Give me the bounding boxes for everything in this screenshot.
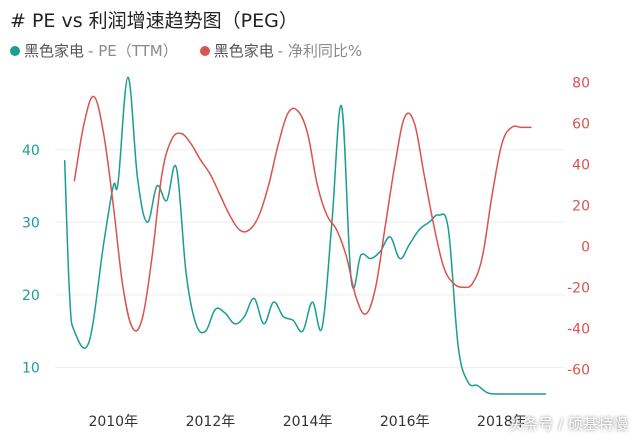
right-tick-label-3: 0 (581, 239, 590, 255)
legend-item-profit[interactable]: 黑色家电 - 净利同比% (199, 40, 363, 61)
x-tick-label-2: 2014年 (283, 414, 333, 430)
x-tick-label-4: 2018年 (477, 414, 527, 430)
x-tick-label-1: 2012年 (186, 414, 236, 430)
right-tick-label-2: -20 (567, 280, 590, 296)
left-tick-label-2: 30 (22, 215, 40, 231)
legend-dot-pe (10, 45, 20, 56)
x-tick-label-0: 2010年 (88, 414, 138, 430)
legend-name-profit: 黑色家电 (213, 42, 274, 60)
legend: 黑色家电 - PE（TTM） 黑色家电 - 净利同比% (10, 40, 362, 61)
legend-metric-profit: - 净利同比% (277, 42, 363, 60)
legend-dot-profit (199, 45, 210, 56)
legend-metric-pe: - PE（TTM） (88, 42, 178, 60)
left-tick-label-1: 20 (22, 288, 40, 304)
right-tick-label-4: 20 (572, 198, 590, 214)
watermark: 头条号 / 硕基特慢 (508, 415, 628, 433)
right-tick-label-7: 80 (572, 75, 590, 91)
legend-name-pe: 黑色家电 (24, 42, 85, 60)
legend-item-pe[interactable]: 黑色家电 - PE（TTM） (10, 40, 178, 61)
left-tick-label-3: 40 (22, 143, 40, 159)
chart-title: # PE vs 利润增速趋势图（PEG） (10, 10, 298, 32)
x-tick-label-3: 2016年 (380, 414, 430, 430)
right-tick-label-5: 40 (572, 157, 590, 173)
right-tick-label-1: -40 (567, 321, 590, 337)
right-tick-label-0: -60 (567, 362, 590, 378)
pe-series-line (63, 76, 547, 395)
left-tick-label-0: 10 (22, 360, 40, 376)
right-tick-label-6: 60 (572, 116, 590, 132)
profit-series-line (73, 95, 532, 332)
